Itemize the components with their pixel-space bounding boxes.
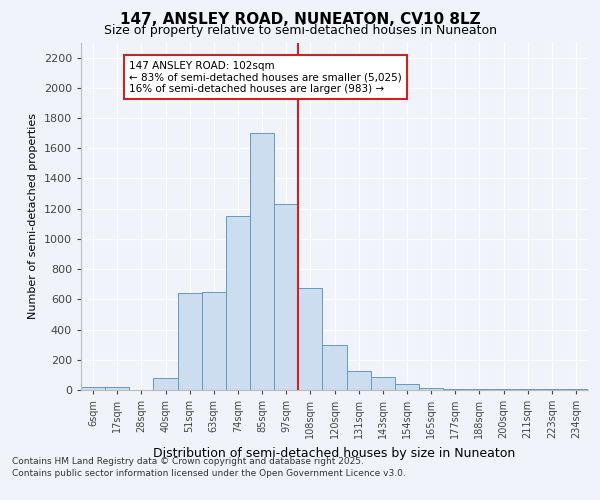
Text: Contains HM Land Registry data © Crown copyright and database right 2025.: Contains HM Land Registry data © Crown c… [12,458,364,466]
Text: Size of property relative to semi-detached houses in Nuneaton: Size of property relative to semi-detach… [104,24,497,37]
Bar [226,216,250,390]
Bar [540,389,564,390]
Bar [395,384,419,390]
Bar [178,292,202,390]
Bar [154,378,178,390]
Bar [371,377,395,390]
Text: Contains public sector information licensed under the Open Government Licence v3: Contains public sector information licen… [12,468,406,477]
Bar [419,388,443,390]
Text: 147 ANSLEY ROAD: 102sqm
← 83% of semi-detached houses are smaller (5,025)
16% of: 147 ANSLEY ROAD: 102sqm ← 83% of semi-de… [129,60,402,94]
Bar [298,288,322,390]
Bar [202,292,226,390]
Bar [347,371,371,390]
Text: 147, ANSLEY ROAD, NUNEATON, CV10 8LZ: 147, ANSLEY ROAD, NUNEATON, CV10 8LZ [119,12,481,28]
Bar [467,389,491,390]
Bar [250,133,274,390]
Bar [443,389,467,390]
Bar [515,389,540,390]
Bar [322,346,347,390]
Bar [564,389,588,390]
Bar [491,389,515,390]
X-axis label: Distribution of semi-detached houses by size in Nuneaton: Distribution of semi-detached houses by … [154,446,515,460]
Bar [81,387,105,390]
Y-axis label: Number of semi-detached properties: Number of semi-detached properties [28,114,38,320]
Bar [105,387,129,390]
Bar [274,204,298,390]
